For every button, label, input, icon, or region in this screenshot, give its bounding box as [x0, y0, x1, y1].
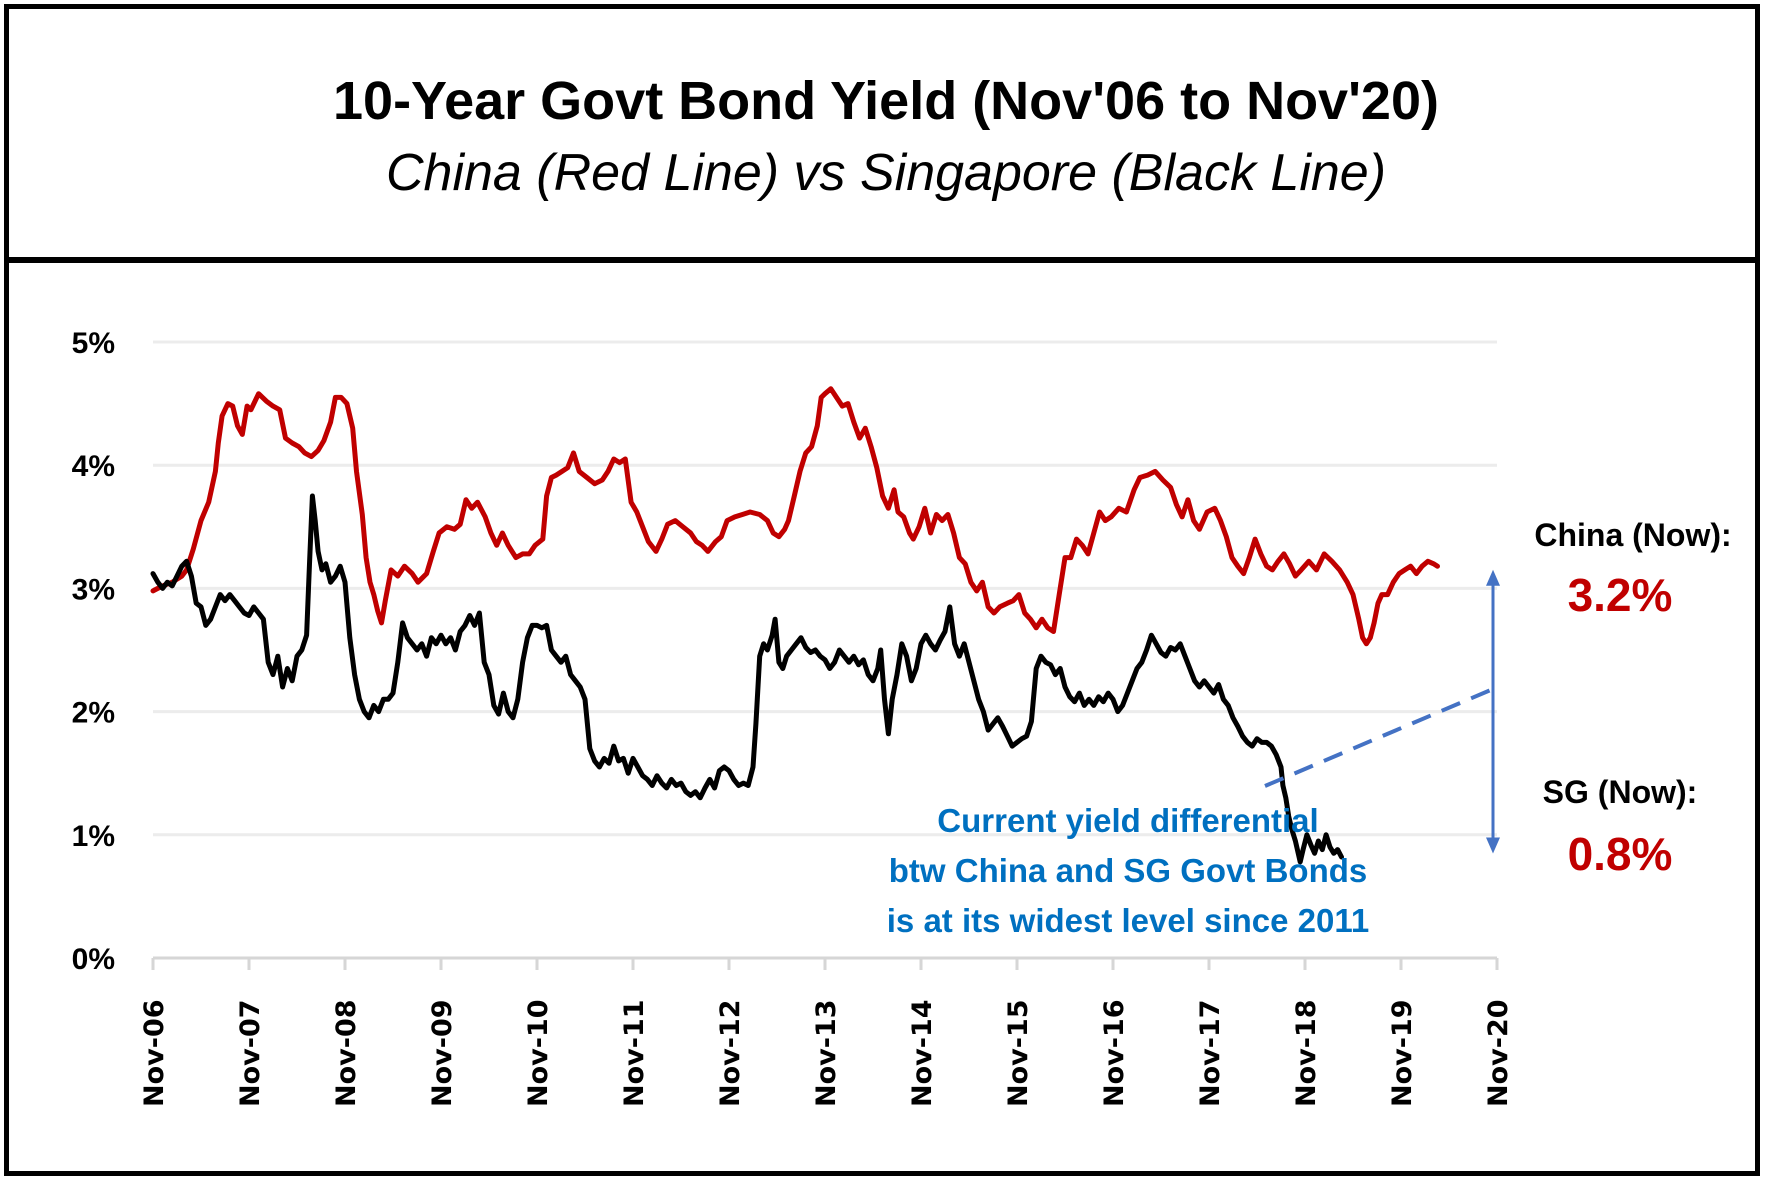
- x-tick-label: Nov-16: [1099, 999, 1130, 1107]
- sg-now-value: 0.8%: [1568, 828, 1673, 880]
- chart-frame: [4, 4, 1760, 1176]
- gridlines: [153, 340, 1497, 837]
- chart-title: 10-Year Govt Bond Yield (Nov'06 to Nov'2…: [333, 71, 1439, 131]
- y-tick-label: 0%: [72, 943, 115, 976]
- annotations: China (Now): 3.2% SG (Now): 0.8% Current…: [887, 517, 1732, 939]
- y-tick-label: 5%: [72, 327, 115, 360]
- x-axis: Nov-06 Nov-07 Nov-08 Nov-09 Nov-10 Nov-11 Nov-…: [139, 956, 1514, 1107]
- arrow-up-icon: [1486, 569, 1500, 586]
- x-tick-label: Nov-12: [715, 999, 746, 1107]
- x-tick-label: Nov-10: [523, 999, 554, 1107]
- y-tick-label: 3%: [72, 573, 115, 606]
- x-tick-label: Nov-07: [235, 999, 266, 1107]
- dashed-pointer-line: [1264, 687, 1494, 788]
- x-tick-label: Nov-15: [1003, 999, 1034, 1107]
- china-now-label: China (Now):: [1534, 517, 1731, 553]
- china-now-value: 3.2%: [1568, 569, 1673, 621]
- series: [150, 386, 1440, 865]
- header-divider: [4, 257, 1760, 263]
- series-line-china: [150, 386, 1440, 647]
- differential-note-line-1: Current yield differential: [937, 802, 1318, 839]
- y-tick-label: 1%: [72, 820, 115, 853]
- y-tick-label: 4%: [72, 450, 115, 483]
- differential-note-line-2: btw China and SG Govt Bonds: [889, 852, 1368, 889]
- arrow-down-icon: [1486, 837, 1500, 854]
- y-axis-ticks: 0% 1% 2% 3% 4% 5%: [72, 327, 115, 976]
- x-tick-label: Nov-19: [1387, 999, 1418, 1107]
- x-tick-label: Nov-06: [139, 999, 170, 1107]
- differential-note-line-3: is at its widest level since 2011: [887, 902, 1369, 939]
- chart-subtitle: China (Red Line) vs Singapore (Black Lin…: [385, 144, 1387, 202]
- x-tick-label: Nov-09: [427, 999, 458, 1107]
- x-tick-label: Nov-11: [619, 999, 650, 1107]
- y-tick-label: 2%: [72, 697, 115, 730]
- x-tick-label: Nov-13: [811, 999, 842, 1107]
- x-tick-label: Nov-17: [1195, 999, 1226, 1107]
- x-tick-label: Nov-14: [907, 999, 938, 1107]
- x-tick-label: Nov-20: [1483, 999, 1514, 1107]
- sg-now-label: SG (Now):: [1543, 774, 1698, 810]
- series-line-singapore: [150, 493, 1344, 865]
- x-tick-label: Nov-18: [1291, 999, 1322, 1107]
- x-tick-label: Nov-08: [331, 999, 362, 1107]
